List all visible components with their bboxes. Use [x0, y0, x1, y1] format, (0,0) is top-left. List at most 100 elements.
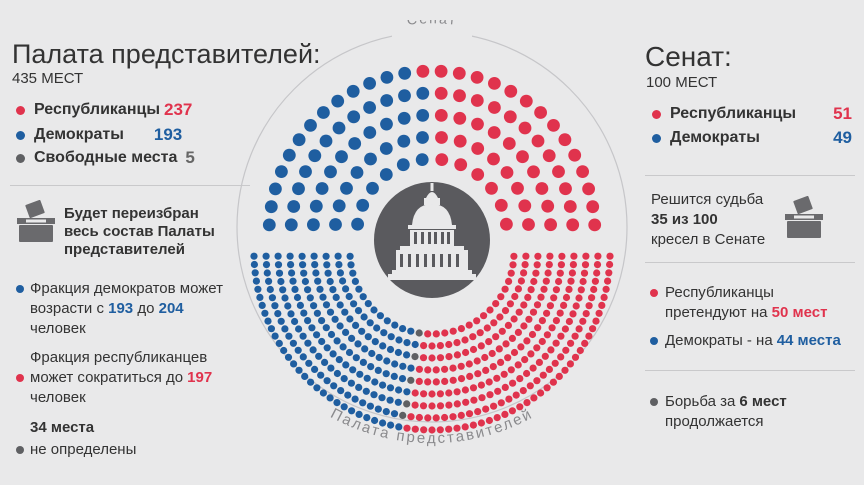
right-divider-2 — [645, 262, 855, 263]
house-seat — [555, 277, 563, 286]
house-seat — [395, 423, 403, 431]
house-seat — [398, 375, 407, 383]
senate-seat — [350, 166, 364, 179]
house-seat — [352, 354, 360, 362]
house-seat — [391, 360, 399, 368]
senate-seat — [347, 110, 361, 124]
house-seat — [323, 344, 331, 352]
house-seat — [514, 328, 522, 336]
house-seat — [355, 383, 363, 391]
house-seat — [311, 261, 319, 269]
senate-seat — [547, 119, 560, 132]
senate-seat — [363, 126, 377, 139]
senate-dem-pre: Демократы - на — [665, 332, 773, 349]
senate-seat — [396, 158, 410, 172]
house-seat — [485, 338, 493, 346]
house-seat — [449, 413, 457, 421]
house-seat — [342, 285, 350, 293]
house-seat — [560, 301, 568, 309]
house-seat — [571, 353, 580, 361]
house-seat — [505, 277, 513, 285]
house-seat — [327, 364, 335, 372]
house-seat — [543, 384, 551, 392]
house-seat — [508, 407, 516, 415]
house-seat — [480, 312, 488, 320]
house-seat — [517, 343, 525, 351]
house-seat — [453, 400, 461, 408]
house-seat — [293, 293, 302, 302]
senate-seat — [282, 148, 296, 162]
house-seat — [363, 374, 371, 382]
house-seat — [540, 285, 548, 293]
dem-forecast-mid: до — [137, 300, 155, 317]
house-seat — [478, 394, 486, 402]
house-seat — [279, 286, 287, 294]
house-seat — [342, 328, 350, 336]
house-seat — [546, 302, 554, 310]
house-seat — [340, 403, 348, 411]
senate-seat — [518, 199, 532, 213]
senate-seat — [299, 165, 312, 179]
house-seat — [387, 333, 395, 341]
senate-seat — [329, 218, 342, 231]
house-seat — [366, 402, 374, 410]
house-seat — [378, 394, 386, 402]
senate-seat — [558, 133, 572, 147]
senate-dem-num: 44 места — [776, 332, 841, 349]
house-seat — [493, 374, 501, 382]
house-seat — [453, 424, 461, 432]
house-seat — [562, 293, 571, 302]
house-seat — [565, 285, 573, 293]
house-seat — [407, 376, 415, 384]
senate-seat — [470, 94, 484, 107]
house-seat — [371, 416, 379, 425]
house-seat — [339, 343, 347, 351]
house-seat — [457, 375, 466, 383]
senate-seat — [380, 71, 394, 84]
house-seat — [315, 352, 323, 360]
house-seat — [349, 269, 357, 277]
house-seat — [324, 269, 332, 277]
house-seat — [299, 261, 307, 269]
house-seat — [252, 277, 260, 285]
senate-seat — [304, 119, 317, 132]
house-seat — [335, 356, 343, 364]
senate-seat — [398, 89, 411, 103]
house-seat — [568, 269, 576, 277]
house-seat — [371, 378, 379, 386]
house-seat — [453, 339, 461, 347]
house-seat — [504, 354, 512, 362]
legend-label: Свободные места — [34, 149, 178, 166]
undecided-seats: 34 места не определены — [16, 418, 136, 460]
house-seat — [588, 294, 596, 302]
house-seat — [288, 269, 296, 277]
house-seat — [390, 410, 399, 418]
house-seat — [445, 401, 453, 409]
house-seat — [543, 331, 551, 339]
house-seat — [602, 285, 610, 293]
house-seat — [581, 261, 590, 269]
senate-seat — [315, 182, 329, 195]
house-seat — [541, 352, 549, 360]
house-seat — [274, 252, 282, 260]
house-seat — [562, 346, 570, 354]
senate-seat — [494, 198, 508, 212]
house-seat — [376, 312, 384, 320]
house-seat — [594, 252, 602, 260]
senate-seat — [552, 165, 565, 179]
house-seat — [530, 277, 538, 286]
rep-forecast-line1: Фракция республиканцев — [30, 349, 208, 366]
house-seat — [351, 277, 359, 285]
house-seat — [356, 370, 364, 378]
house-seat — [462, 398, 470, 406]
house-seat — [379, 419, 387, 427]
republican-dot — [650, 289, 658, 297]
house-seat — [520, 322, 528, 330]
house-seat — [445, 340, 453, 349]
house-seat — [390, 372, 398, 380]
house-seat — [585, 332, 593, 340]
house-seat — [399, 325, 407, 333]
house-seat — [333, 337, 341, 345]
house-seat — [477, 381, 485, 389]
house-seat — [519, 387, 527, 395]
